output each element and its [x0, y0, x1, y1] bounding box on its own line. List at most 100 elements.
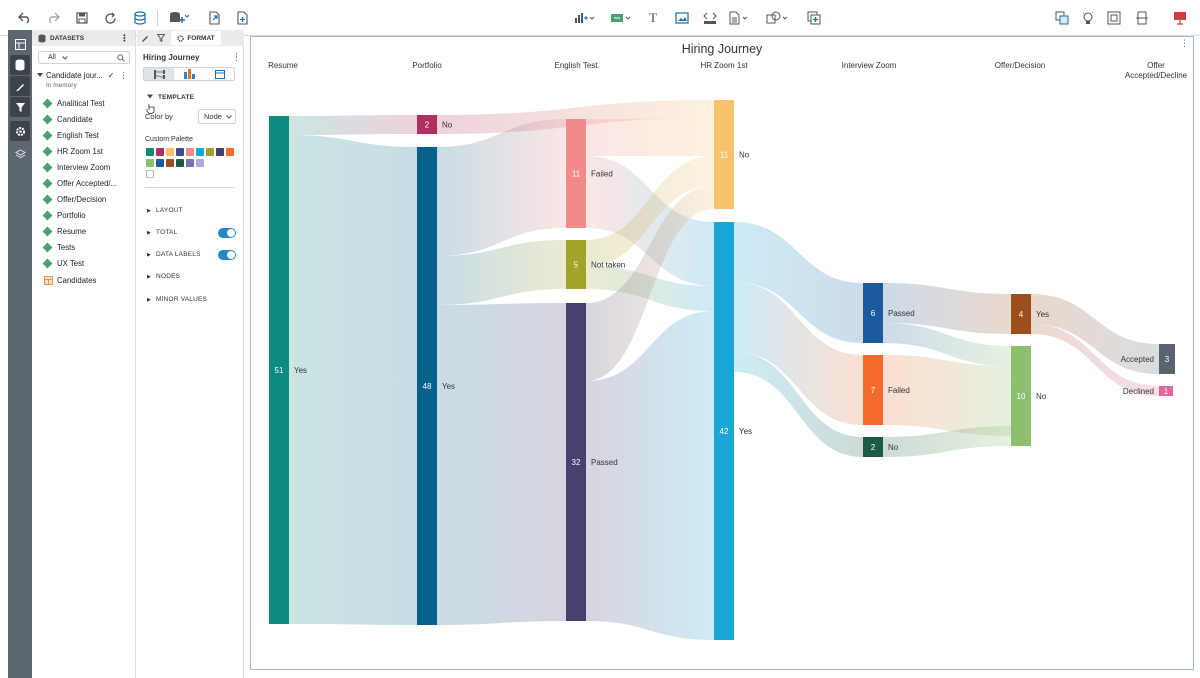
data-view-icon[interactable]: [174, 68, 205, 80]
sankey-link[interactable]: [883, 283, 1011, 334]
chart-menu-icon[interactable]: ⋮: [1180, 38, 1189, 48]
palette-swatch[interactable]: [196, 148, 204, 156]
present-icon[interactable]: [1172, 9, 1188, 27]
dataset-row[interactable]: Candidate jour... ✓ ⋮: [37, 69, 133, 81]
refresh-icon[interactable]: [102, 9, 118, 27]
palette-swatch[interactable]: [196, 159, 204, 167]
dataset-item[interactable]: Analitical Test: [42, 97, 105, 109]
sankey-node[interactable]: [863, 355, 883, 425]
dataset-item[interactable]: UX Test: [42, 257, 84, 269]
sankey-link[interactable]: [586, 311, 714, 640]
add-data-icon[interactable]: [168, 9, 190, 27]
sankey-link[interactable]: [586, 118, 714, 156]
sankey-link[interactable]: [437, 303, 566, 625]
sankey-node[interactable]: [1159, 344, 1175, 374]
sankey-node[interactable]: [269, 116, 289, 624]
sankey-node[interactable]: [714, 100, 734, 209]
sankey-node[interactable]: [714, 222, 734, 640]
filter-icon[interactable]: [10, 97, 30, 117]
redo-icon[interactable]: [44, 9, 62, 27]
sankey-link[interactable]: [734, 222, 863, 343]
palette-swatch[interactable]: [206, 148, 214, 156]
more-icon[interactable]: ⋮: [120, 32, 129, 43]
sankey-link[interactable]: [734, 352, 863, 457]
panel-view-icon[interactable]: [205, 68, 235, 80]
total-toggle[interactable]: [218, 228, 236, 238]
export-icon[interactable]: [206, 9, 222, 27]
sankey-node[interactable]: [1011, 294, 1031, 334]
palette-swatch[interactable]: [146, 148, 154, 156]
sankey-link[interactable]: [437, 240, 566, 305]
sankey-node[interactable]: [1159, 386, 1173, 396]
dataset-item[interactable]: Portfolio: [42, 209, 86, 221]
sankey-link[interactable]: [883, 323, 1011, 366]
sankey-link[interactable]: [734, 282, 863, 425]
sankey-node[interactable]: [863, 437, 883, 457]
sankey-node[interactable]: [566, 303, 586, 621]
dataset-item[interactable]: Offer/Decision: [42, 193, 106, 205]
save-icon[interactable]: [74, 9, 90, 27]
shapes-icon[interactable]: [766, 9, 790, 27]
insert-control-icon[interactable]: [610, 9, 632, 27]
dataset-item[interactable]: Offer Accepted/...: [42, 177, 117, 189]
palette-swatch[interactable]: [186, 159, 194, 167]
sankey-node[interactable]: [1011, 346, 1031, 446]
palette-swatch[interactable]: [216, 148, 224, 156]
sankey-link[interactable]: [289, 135, 417, 625]
palette-swatch[interactable]: [226, 148, 234, 156]
color-by-select[interactable]: Node: [198, 109, 236, 124]
link-icon[interactable]: [1054, 9, 1070, 27]
sankey-node[interactable]: [863, 283, 883, 343]
sankey-link[interactable]: [1031, 324, 1159, 396]
fit-icon[interactable]: [1106, 9, 1122, 27]
sankey-link[interactable]: [437, 100, 714, 134]
add-visualization-icon[interactable]: [806, 9, 822, 27]
dataset-table-item[interactable]: Candidates: [44, 274, 96, 286]
dataset-item[interactable]: HR Zoom 1st: [42, 145, 103, 157]
palette-swatch[interactable]: [156, 148, 164, 156]
add-color-swatch[interactable]: [146, 170, 154, 178]
minor-values-section[interactable]: ▶ MINOR VALUES: [147, 296, 207, 303]
sankey-link[interactable]: [437, 119, 566, 256]
sankey-link[interactable]: [883, 355, 1011, 436]
datasets-icon[interactable]: [10, 55, 30, 75]
sankey-link[interactable]: [1031, 294, 1159, 374]
tab-format[interactable]: FORMAT: [171, 31, 221, 45]
dataset-item[interactable]: Tests: [42, 241, 75, 253]
new-document-icon[interactable]: [234, 9, 250, 27]
palette-swatch[interactable]: [166, 148, 174, 156]
data-labels-toggle[interactable]: [218, 250, 236, 260]
dataset-filter-select[interactable]: All: [38, 51, 130, 64]
undo-icon[interactable]: [16, 9, 34, 27]
sankey-node[interactable]: [417, 147, 437, 625]
more-icon[interactable]: ⋮: [119, 70, 128, 80]
nodes-section[interactable]: ▶ NODES: [147, 273, 180, 280]
chart-type-icon[interactable]: [574, 9, 596, 27]
dataset-item[interactable]: Interview Zoom: [42, 161, 110, 173]
dataset-item[interactable]: Candidate: [42, 113, 93, 125]
more-icon[interactable]: ⋮: [232, 52, 241, 62]
html-icon[interactable]: [702, 9, 718, 27]
palette-swatch[interactable]: [146, 159, 154, 167]
sankey-node[interactable]: [566, 119, 586, 228]
dataset-item[interactable]: Resume: [42, 225, 86, 237]
search-icon[interactable]: [117, 53, 125, 62]
dataset-item[interactable]: English Test: [42, 129, 99, 141]
tab-filter[interactable]: [155, 31, 167, 45]
text-icon[interactable]: T: [649, 10, 657, 25]
palette-swatch[interactable]: [176, 159, 184, 167]
sankey-view-icon[interactable]: [144, 68, 174, 80]
layout-icon[interactable]: [1134, 9, 1150, 27]
total-section[interactable]: ▶ TOTAL: [147, 229, 177, 236]
sankey-link[interactable]: [289, 115, 417, 135]
sankey-link[interactable]: [586, 186, 714, 381]
tab-edit[interactable]: [139, 31, 151, 45]
image-icon[interactable]: [674, 9, 690, 27]
database-icon[interactable]: [132, 9, 148, 27]
table-icon[interactable]: [728, 9, 750, 27]
layout-icon[interactable]: [10, 34, 30, 54]
edit-icon[interactable]: [10, 76, 30, 96]
settings-icon[interactable]: [10, 121, 30, 141]
layout-section[interactable]: ▶ LAYOUT: [147, 207, 183, 214]
template-section[interactable]: TEMPLATE: [147, 94, 194, 101]
